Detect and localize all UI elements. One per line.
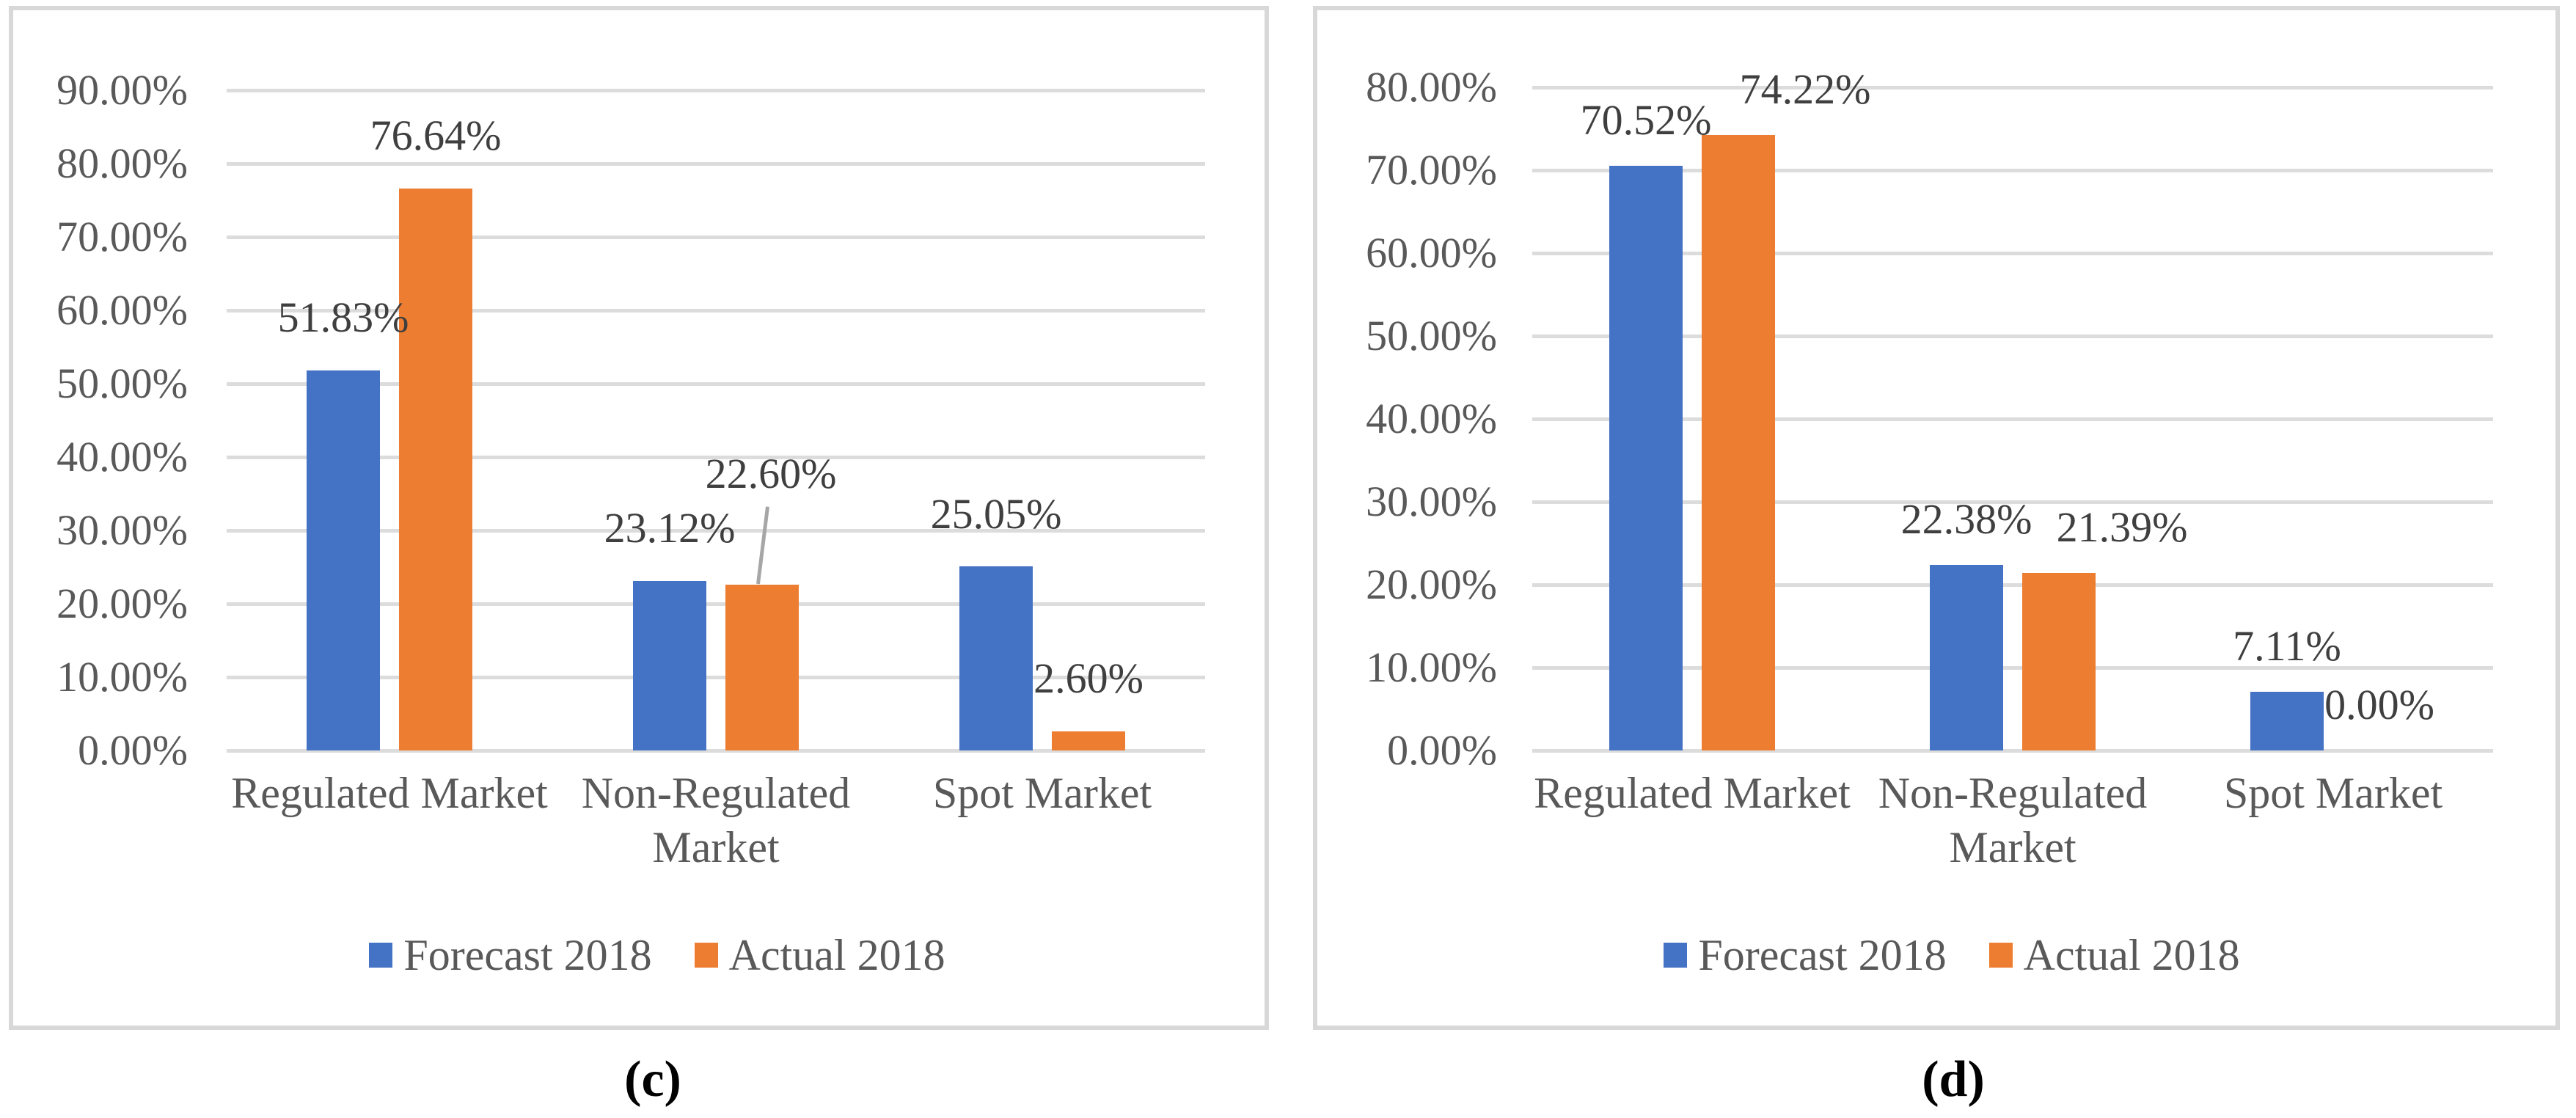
data-label-actual-2018-non-regulated-market: 21.39% <box>2056 503 2188 552</box>
data-label-forecast-2018-regulated-market: 51.83% <box>277 293 409 341</box>
bar-actual-2018-non-regulated-market <box>725 585 799 750</box>
data-label-forecast-2018-non-regulated-market: 22.38% <box>1900 495 2032 544</box>
legend-label: Forecast 2018 <box>403 930 652 979</box>
gridline-30 <box>227 529 1205 533</box>
chart-legend: Forecast 2018 Actual 2018 <box>180 929 1134 981</box>
x-axis-category-label-non-regulated-market: Non-Regulated Market <box>1878 769 2148 872</box>
chart-panel-d: 0.00% 10.00% 20.00% 30.00% 40.00% 50.00% 60.00… <box>1313 6 2560 1030</box>
y-axis-tick-label: 0.00% <box>78 726 188 774</box>
gridline-50 <box>227 382 1205 386</box>
caption-d: (d) <box>1922 1051 1985 1108</box>
legend-label: Actual 2018 <box>2023 930 2240 979</box>
data-label-actual-2018-regulated-market: 76.64% <box>370 111 502 159</box>
y-axis-tick-label: 20.00% <box>1366 560 1497 608</box>
gridline-70 <box>1532 169 2493 172</box>
gridline-70 <box>227 235 1205 239</box>
gridline-20 <box>227 602 1205 606</box>
bar-forecast-2018-regulated-market <box>307 370 380 750</box>
y-axis-tick-label: 50.00% <box>56 359 188 407</box>
x-axis-category-label-spot-market: Spot Market <box>2223 769 2443 817</box>
y-axis-tick-label: 60.00% <box>1366 229 1497 277</box>
caption-c: (c) <box>624 1051 681 1108</box>
bar-forecast-2018-regulated-market <box>1609 166 1683 750</box>
data-label-actual-2018-non-regulated-market: 22.60% <box>705 450 837 497</box>
x-axis-category-label-regulated-market: Regulated Market <box>1534 769 1851 817</box>
bar-actual-2018-regulated-market <box>399 189 472 750</box>
gridline-50 <box>1532 335 2493 338</box>
y-axis-tick-label: 30.00% <box>1366 478 1497 525</box>
y-axis-tick-label: 0.00% <box>1387 726 1497 774</box>
gridline-20 <box>1532 583 2493 587</box>
y-axis-tick-label: 90.00% <box>56 66 188 114</box>
data-label-forecast-2018-non-regulated-market: 23.12% <box>604 503 736 552</box>
gridline-0 <box>227 749 1205 753</box>
legend-label: Forecast 2018 <box>1698 930 1947 979</box>
bar-forecast-2018-spot-market <box>2250 692 2324 750</box>
legend-swatch-actual-icon <box>694 943 718 968</box>
gridline-60 <box>227 309 1205 313</box>
legend-item-actual-2018: Actual 2018 <box>694 930 945 981</box>
gridline-60 <box>1532 252 2493 255</box>
gridline-90 <box>227 89 1205 92</box>
bar-actual-2018-non-regulated-market <box>2022 573 2096 750</box>
bar-forecast-2018-non-regulated-market <box>633 581 706 750</box>
y-axis-tick-label: 20.00% <box>56 580 188 627</box>
y-axis-tick-label: 40.00% <box>1366 395 1497 442</box>
y-axis-tick-label: 50.00% <box>1366 312 1497 359</box>
gridline-80 <box>1532 86 2493 89</box>
gridline-80 <box>227 162 1205 166</box>
gridline-40 <box>1532 417 2493 421</box>
y-axis-tick-label: 10.00% <box>1366 643 1497 691</box>
gridline-0 <box>1532 749 2493 753</box>
gridline-10 <box>227 676 1205 679</box>
data-label-forecast-2018-spot-market: 7.11% <box>2233 621 2341 670</box>
gridline-40 <box>227 456 1205 459</box>
y-axis-tick-label: 10.00% <box>56 653 188 701</box>
bar-forecast-2018-non-regulated-market <box>1930 565 2003 750</box>
bar-actual-2018-spot-market <box>1052 731 1125 750</box>
y-axis-tick-label: 30.00% <box>56 506 188 554</box>
y-axis-tick-label: 80.00% <box>1366 63 1497 111</box>
x-axis-category-label-non-regulated-market: Non-Regulated Market <box>581 769 851 872</box>
data-label-actual-2018-spot-market: 2.60% <box>1033 654 1144 702</box>
data-label-forecast-2018-spot-market: 25.05% <box>930 489 1062 538</box>
legend-swatch-forecast-icon <box>369 943 393 968</box>
bar-forecast-2018-spot-market <box>959 566 1033 750</box>
legend-item-forecast-2018: Forecast 2018 <box>369 930 652 981</box>
y-axis-tick-label: 80.00% <box>56 139 188 187</box>
bar-actual-2018-regulated-market <box>1702 135 1775 750</box>
data-label-forecast-2018-regulated-market: 70.52% <box>1580 96 1712 145</box>
legend-item-actual-2018: Actual 2018 <box>1988 930 2240 981</box>
legend-swatch-forecast-icon <box>1664 943 1688 968</box>
data-label-actual-2018-spot-market: 0.00% <box>2324 681 2434 728</box>
chart-legend: Forecast 2018 Actual 2018 <box>1475 929 2429 981</box>
chart-panel-c: 0.00% 10.00% 20.00% 30.00% 40.00% 50.00% 60.00… <box>9 6 1269 1030</box>
y-axis-tick-label: 70.00% <box>56 213 188 260</box>
data-label-actual-2018-regulated-market: 74.22% <box>1739 65 1871 114</box>
gridline-10 <box>1532 666 2493 670</box>
y-axis-tick-label: 60.00% <box>56 286 188 334</box>
legend-item-forecast-2018: Forecast 2018 <box>1664 930 1947 981</box>
y-axis-tick-label: 40.00% <box>56 433 188 481</box>
gridline-30 <box>1532 500 2493 504</box>
x-axis-category-label-regulated-market: Regulated Market <box>231 769 548 817</box>
x-axis-category-label-spot-market: Spot Market <box>932 769 1152 817</box>
legend-swatch-actual-icon <box>1988 943 2013 968</box>
y-axis-tick-label: 70.00% <box>1366 146 1497 194</box>
legend-label: Actual 2018 <box>728 930 945 979</box>
